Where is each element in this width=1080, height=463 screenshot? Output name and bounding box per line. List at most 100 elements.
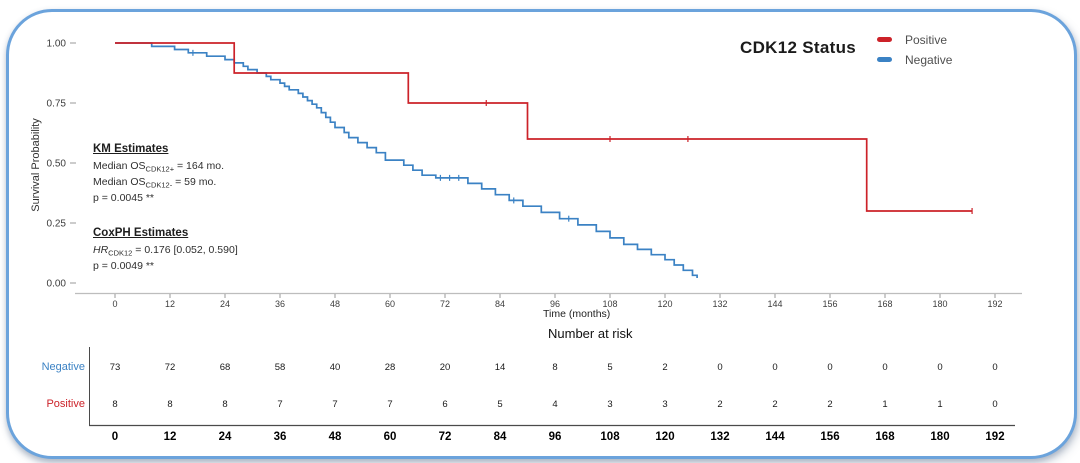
risk-count: 0 xyxy=(772,362,777,373)
risk-axis-label: 144 xyxy=(765,431,785,443)
risk-row-label-positive: Positive xyxy=(46,398,85,410)
risk-count: 0 xyxy=(992,362,997,373)
risk-count: 5 xyxy=(497,399,502,410)
x-tick-label: 192 xyxy=(987,299,1002,309)
risk-count: 0 xyxy=(937,362,942,373)
risk-axis-label: 60 xyxy=(384,431,397,443)
risk-count: 8 xyxy=(167,399,172,410)
risk-count: 1 xyxy=(882,399,887,410)
km-pvalue: p = 0.0045 ** xyxy=(93,191,155,204)
risk-count: 73 xyxy=(110,362,121,373)
risk-count: 0 xyxy=(992,399,997,410)
legend-row-negative: Negative xyxy=(877,52,953,67)
x-tick-label: 168 xyxy=(877,299,892,309)
risk-axis-label: 12 xyxy=(164,431,177,443)
figure-card xyxy=(6,9,1077,459)
risk-row-label-negative: Negative xyxy=(41,361,85,373)
km-estimates-heading: KM Estimates xyxy=(93,143,169,155)
x-tick-label: 0 xyxy=(112,299,117,309)
legend-label-negative: Negative xyxy=(905,52,953,67)
km-curve-positive xyxy=(115,42,973,212)
km-median-negative: Median OSCDK12- = 59 mo. xyxy=(93,175,217,190)
risk-count: 20 xyxy=(440,362,451,373)
risk-count: 8 xyxy=(112,399,117,410)
risk-axis-label: 48 xyxy=(329,431,342,443)
coxph-estimates-annotation: CoxPH Estimates HRCDK12 = 0.176 [0.052, … xyxy=(93,227,238,273)
legend: Positive Negative xyxy=(877,32,953,67)
risk-count: 2 xyxy=(827,399,832,410)
risk-count: 0 xyxy=(882,362,887,373)
risk-axis-label: 96 xyxy=(549,431,562,443)
legend-swatch-positive-icon xyxy=(877,37,892,42)
risk-axis-label: 168 xyxy=(875,431,895,443)
x-tick-label: 132 xyxy=(712,299,727,309)
risk-count: 6 xyxy=(442,399,447,410)
legend-swatch-negative-icon xyxy=(877,57,892,62)
risk-count: 3 xyxy=(607,399,612,410)
x-axis-title: Time (months) xyxy=(543,308,611,320)
x-tick-label: 36 xyxy=(275,299,285,309)
y-tick-label: 0.00 xyxy=(47,279,67,290)
x-tick-label: 108 xyxy=(602,299,617,309)
y-tick-label: 0.25 xyxy=(47,219,67,230)
risk-axis-label: 108 xyxy=(600,431,620,443)
x-tick-label: 72 xyxy=(440,299,450,309)
x-tick-label: 156 xyxy=(822,299,837,309)
risk-count: 58 xyxy=(275,362,286,373)
risk-axis-label: 0 xyxy=(112,431,118,443)
coxph-estimates-heading: CoxPH Estimates xyxy=(93,227,189,239)
x-tick-label: 84 xyxy=(495,299,505,309)
risk-count: 5 xyxy=(607,362,612,373)
risk-count: 3 xyxy=(662,399,667,410)
y-tick-label: 0.50 xyxy=(47,159,67,170)
coxph-hr-line: HRCDK12 = 0.176 [0.052, 0.590] xyxy=(93,243,238,258)
risk-count: 0 xyxy=(827,362,832,373)
risk-axis-label: 192 xyxy=(985,431,1004,443)
x-tick-label: 180 xyxy=(932,299,947,309)
x-tick-label: 24 xyxy=(220,299,230,309)
km-estimates-annotation: KM Estimates Median OSCDK12+ = 164 mo. M… xyxy=(93,143,224,205)
risk-count: 1 xyxy=(937,399,942,410)
risk-count: 2 xyxy=(662,362,667,373)
risk-count: 14 xyxy=(495,362,506,373)
risk-count: 8 xyxy=(222,399,227,410)
risk-count: 4 xyxy=(552,399,557,410)
risk-axis-label: 36 xyxy=(274,431,287,443)
y-tick-label: 1.00 xyxy=(47,39,67,50)
risk-count: 40 xyxy=(330,362,341,373)
risk-count: 28 xyxy=(385,362,396,373)
x-tick-label: 144 xyxy=(767,299,782,309)
risk-axis-label: 120 xyxy=(655,431,674,443)
x-tick-label: 60 xyxy=(385,299,395,309)
legend-row-positive: Positive xyxy=(877,32,952,47)
risk-axis-label: 24 xyxy=(219,431,232,443)
risk-count: 7 xyxy=(332,399,337,410)
risk-count: 2 xyxy=(717,399,722,410)
risk-axis-label: 72 xyxy=(439,431,452,443)
x-tick-label: 96 xyxy=(550,299,560,309)
risk-axis-label: 156 xyxy=(820,431,839,443)
risk-count: 0 xyxy=(717,362,722,373)
plot-title: CDK12 Status xyxy=(740,38,857,57)
risk-axis-label: 84 xyxy=(494,431,507,443)
x-tick-label: 120 xyxy=(657,299,672,309)
risk-count: 72 xyxy=(165,362,176,373)
risk-count: 2 xyxy=(772,399,777,410)
y-tick-label: 0.75 xyxy=(47,99,67,110)
coxph-pvalue: p = 0.0049 ** xyxy=(93,259,155,272)
risk-count: 7 xyxy=(277,399,282,410)
km-median-positive: Median OSCDK12+ = 164 mo. xyxy=(93,159,224,174)
risk-axis-label: 132 xyxy=(710,431,729,443)
risk-table-header: Number at risk xyxy=(548,326,633,341)
risk-count: 8 xyxy=(552,362,557,373)
risk-count: 7 xyxy=(387,399,392,410)
km-curve-negative xyxy=(115,42,698,278)
risk-axis-label: 180 xyxy=(930,431,949,443)
risk-count: 68 xyxy=(220,362,231,373)
x-tick-label: 48 xyxy=(330,299,340,309)
x-tick-label: 12 xyxy=(165,299,175,309)
legend-label-positive: Positive xyxy=(905,32,948,47)
y-axis-title: Survival Probability xyxy=(30,118,42,212)
